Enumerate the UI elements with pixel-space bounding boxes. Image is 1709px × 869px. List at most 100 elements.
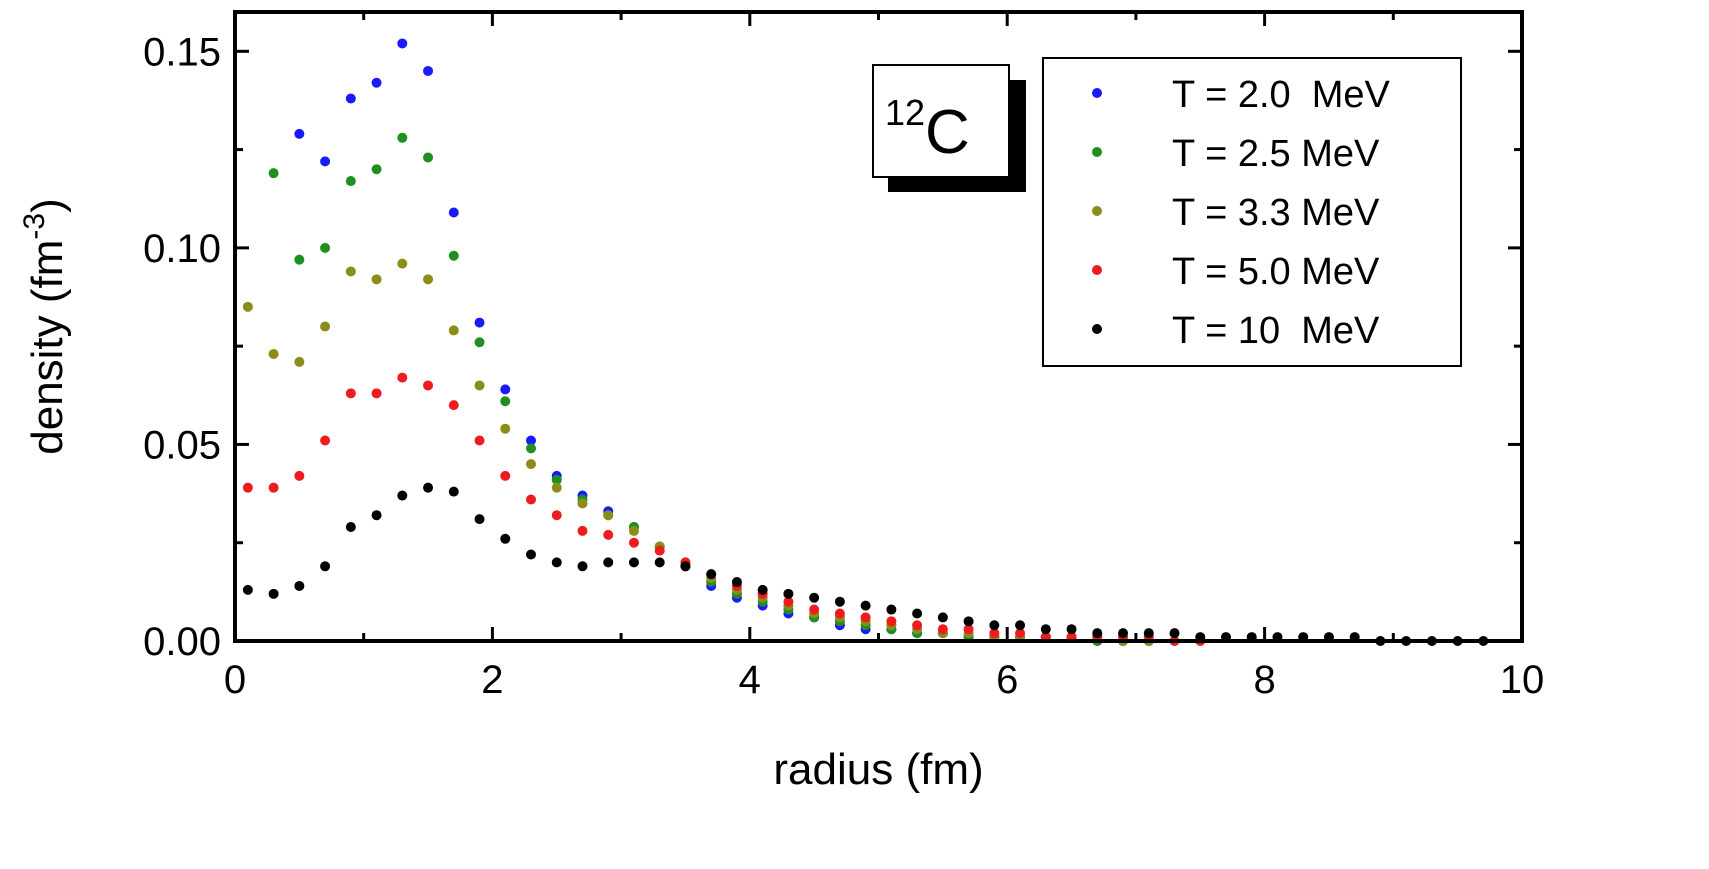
legend-label: T = 10 MeV xyxy=(1172,310,1380,352)
data-point xyxy=(268,588,279,599)
data-point xyxy=(809,604,820,615)
data-point xyxy=(526,459,537,470)
data-point xyxy=(448,207,459,218)
data-point xyxy=(886,616,897,627)
data-point xyxy=(834,596,845,607)
x-tick-label: 6 xyxy=(996,658,1018,702)
legend-box xyxy=(1042,57,1462,367)
data-point xyxy=(628,557,639,568)
data-point xyxy=(397,38,408,49)
data-point xyxy=(628,525,639,536)
legend-label: T = 5.0 MeV xyxy=(1172,251,1380,293)
data-point xyxy=(242,482,253,493)
legend: T = 2.0 MeV T = 2.5 MeV T = 3.3 MeV T = 5.0… xyxy=(1042,57,1462,367)
data-point xyxy=(474,435,485,446)
data-point xyxy=(1169,628,1180,639)
data-point xyxy=(320,435,331,446)
nucleus-mass-number: 12 xyxy=(885,92,925,133)
data-point xyxy=(294,254,305,265)
data-point xyxy=(1015,628,1026,639)
data-point xyxy=(448,486,459,497)
data-point xyxy=(423,274,434,285)
data-point xyxy=(937,624,948,635)
y-axis-title: density (fm-3) xyxy=(18,198,72,455)
data-point xyxy=(577,498,588,509)
data-point xyxy=(500,470,511,481)
data-point xyxy=(628,537,639,548)
data-point xyxy=(397,490,408,501)
ticks-layer: 0 2 4 6 8 10 0.00 0.05 0.10 0.15 xyxy=(143,12,1544,702)
data-point xyxy=(963,624,974,635)
data-point xyxy=(268,482,279,493)
legend-marker xyxy=(1092,206,1102,216)
data-point xyxy=(603,557,614,568)
x-tick-label: 4 xyxy=(739,658,761,702)
legend-marker xyxy=(1092,324,1102,334)
data-point xyxy=(294,470,305,481)
data-point xyxy=(500,384,511,395)
nucleus-element: C xyxy=(925,98,970,167)
data-point xyxy=(989,620,1000,631)
data-point xyxy=(783,588,794,599)
data-point xyxy=(654,557,665,568)
y-tick-label: 0.05 xyxy=(143,423,221,467)
data-point xyxy=(500,423,511,434)
data-point xyxy=(577,561,588,572)
nucleus-box xyxy=(872,64,1010,178)
data-point xyxy=(989,628,1000,639)
data-point xyxy=(731,577,742,588)
data-point xyxy=(526,443,537,454)
data-point xyxy=(320,242,331,253)
y-tick-label: 0.10 xyxy=(143,227,221,271)
x-tick-label: 2 xyxy=(481,658,503,702)
data-point xyxy=(500,396,511,407)
data-point xyxy=(320,321,331,332)
legend-marker xyxy=(1092,265,1102,275)
data-point xyxy=(912,608,923,619)
data-point xyxy=(474,337,485,348)
data-point xyxy=(526,494,537,505)
data-point xyxy=(397,258,408,269)
data-point xyxy=(294,128,305,139)
data-point xyxy=(320,156,331,167)
data-point xyxy=(242,301,253,312)
x-tick-label: 8 xyxy=(1253,658,1275,702)
data-point xyxy=(551,510,562,521)
data-point xyxy=(423,380,434,391)
data-point xyxy=(474,317,485,328)
data-point xyxy=(474,514,485,525)
data-point xyxy=(706,569,717,580)
y-tick-label: 0.15 xyxy=(143,30,221,74)
data-point xyxy=(371,388,382,399)
x-tick-label: 10 xyxy=(1500,658,1545,702)
y-axis-title-base: density (fm xyxy=(23,240,72,455)
data-point xyxy=(937,612,948,623)
y-axis-title-superscript: -3 xyxy=(18,213,51,240)
data-point xyxy=(320,561,331,572)
data-point xyxy=(551,482,562,493)
data-point xyxy=(294,580,305,591)
data-point xyxy=(448,325,459,336)
data-point xyxy=(423,152,434,163)
data-point xyxy=(603,510,614,521)
data-point xyxy=(783,596,794,607)
data-point xyxy=(1066,624,1077,635)
data-point xyxy=(371,164,382,175)
legend-label: T = 3.3 MeV xyxy=(1172,192,1380,234)
data-points-layer xyxy=(242,38,1489,646)
y-tick-label: 0.00 xyxy=(143,620,221,664)
data-point xyxy=(1040,624,1051,635)
data-point xyxy=(345,388,356,399)
data-point xyxy=(886,604,897,615)
data-point xyxy=(397,372,408,383)
data-point xyxy=(371,77,382,88)
data-point xyxy=(500,533,511,544)
data-point xyxy=(912,620,923,631)
data-point xyxy=(1092,628,1103,639)
data-point xyxy=(1015,620,1026,631)
data-point xyxy=(577,525,588,536)
data-point xyxy=(834,608,845,619)
data-point xyxy=(268,168,279,179)
data-point xyxy=(1118,628,1129,639)
